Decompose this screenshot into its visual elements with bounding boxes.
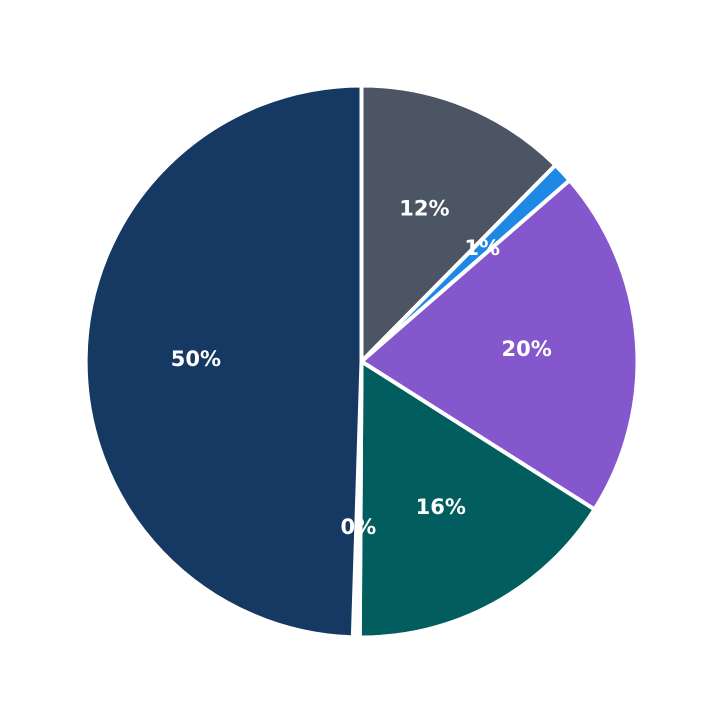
pie-slices	[83, 83, 640, 640]
pie-slice-label-3: 16%	[416, 495, 466, 519]
pie-slice-3	[357, 359, 597, 640]
pie-slice-label-2: 20%	[501, 337, 551, 361]
pie-slice-label-4: 0%	[341, 515, 377, 539]
pie-slice-label-1: 1%	[464, 236, 500, 260]
pie-slice-2	[359, 178, 640, 512]
pie-slice-0	[359, 83, 558, 364]
pie-labels: 12% 1% 20% 16% 0% 50%	[171, 196, 552, 539]
pie-slice-label-0: 12%	[399, 196, 449, 220]
pie-slice-5	[83, 83, 364, 640]
pie-slice-label-5: 50%	[171, 347, 221, 371]
